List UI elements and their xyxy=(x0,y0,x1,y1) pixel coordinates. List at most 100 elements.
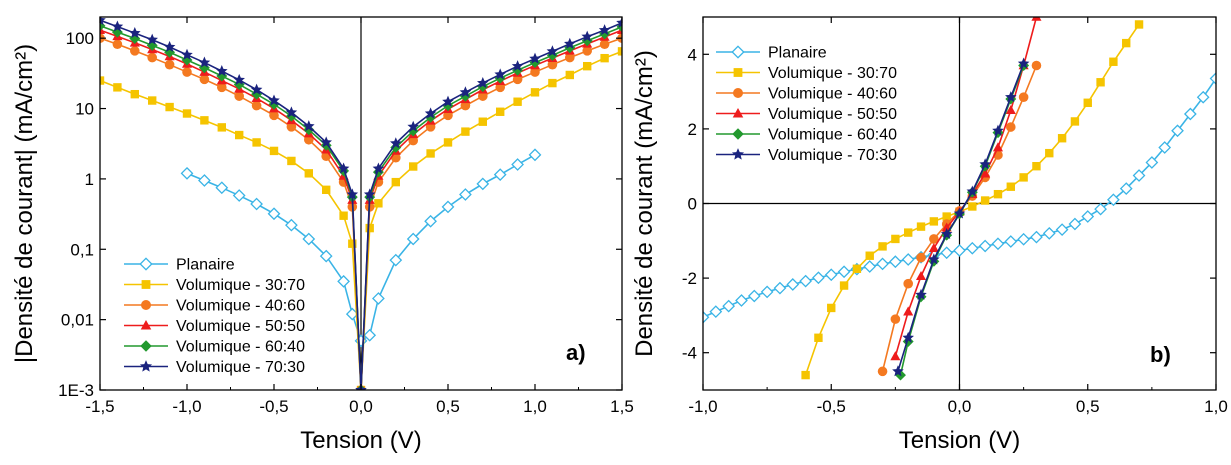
y-tick-label: 1 xyxy=(85,170,94,189)
data-point xyxy=(182,67,192,77)
data-point xyxy=(616,24,622,34)
data-point xyxy=(980,196,990,205)
legend-label: Volumique - 70:30 xyxy=(768,147,897,164)
data-point xyxy=(100,76,105,85)
data-point xyxy=(164,59,175,70)
data-point xyxy=(703,310,710,324)
data-point xyxy=(902,336,914,347)
data-point xyxy=(443,110,453,121)
data-point xyxy=(407,120,419,132)
data-point xyxy=(1068,217,1082,231)
series-line xyxy=(100,29,622,390)
data-point xyxy=(130,89,139,99)
series-6 xyxy=(100,17,622,390)
data-point xyxy=(408,135,419,146)
legend-marker xyxy=(139,360,153,372)
data-point xyxy=(235,130,244,140)
y-tick-label: 2 xyxy=(688,120,697,139)
data-point xyxy=(799,274,812,288)
legend-item: Volumique - 40:60 xyxy=(716,86,897,103)
data-point xyxy=(182,109,192,118)
data-point xyxy=(512,74,523,85)
data-point xyxy=(303,120,315,132)
data-point xyxy=(1032,162,1041,171)
data-point xyxy=(181,48,193,60)
data-point xyxy=(146,33,158,45)
data-point xyxy=(322,185,331,195)
y-tick-label: -2 xyxy=(682,269,697,288)
data-point xyxy=(928,253,940,265)
data-point xyxy=(1158,141,1172,154)
data-point xyxy=(1081,210,1095,223)
data-point xyxy=(337,162,350,174)
data-point xyxy=(953,244,966,257)
legend-label: Planaire xyxy=(176,257,235,274)
x-tick-label: -1,5 xyxy=(85,397,114,416)
data-point xyxy=(940,228,953,240)
data-point xyxy=(217,82,227,93)
legend-item: Volumique - 60:40 xyxy=(124,339,305,356)
data-point xyxy=(966,185,979,197)
data-point xyxy=(424,214,437,228)
legend-marker xyxy=(141,280,151,289)
data-point xyxy=(459,86,472,98)
data-point xyxy=(496,107,505,116)
legend-marker xyxy=(140,340,152,352)
legend-label: Volumique - 70:30 xyxy=(176,359,305,376)
series-2 xyxy=(801,20,1144,380)
data-point xyxy=(1031,60,1042,71)
data-point xyxy=(1045,148,1054,158)
data-point xyxy=(130,46,140,56)
data-point xyxy=(979,158,991,170)
data-point xyxy=(1055,223,1069,236)
data-point xyxy=(890,351,901,361)
data-point xyxy=(198,62,210,74)
data-point xyxy=(111,26,123,38)
legend-item: Volumique - 50:50 xyxy=(124,318,305,335)
data-point xyxy=(250,83,263,95)
x-axis-label: Tension (V) xyxy=(899,427,1020,454)
data-point xyxy=(494,68,506,80)
data-point xyxy=(915,270,927,281)
x-tick-label: -1,0 xyxy=(688,397,717,416)
data-point xyxy=(234,91,244,101)
data-point xyxy=(372,292,385,305)
data-point xyxy=(1094,202,1107,216)
data-point xyxy=(493,168,507,182)
plot-area xyxy=(703,17,1216,381)
data-point xyxy=(888,255,902,269)
y-tick-label: -4 xyxy=(682,344,697,363)
x-tick-label: 0,0 xyxy=(349,397,373,416)
legend-marker xyxy=(732,128,744,140)
data-point xyxy=(1122,38,1131,48)
series-line xyxy=(100,37,622,390)
data-point xyxy=(1031,17,1042,21)
data-point xyxy=(565,70,574,80)
panel-label: a) xyxy=(566,340,586,365)
data-point xyxy=(199,74,210,85)
data-point xyxy=(928,243,939,253)
data-point xyxy=(735,294,748,307)
data-point xyxy=(304,169,313,178)
data-point xyxy=(773,281,787,295)
x-axis-label: Tension (V) xyxy=(300,427,421,454)
data-point xyxy=(217,123,226,132)
plot-area xyxy=(100,17,622,390)
data-point xyxy=(302,232,316,246)
x-tick-label: -1,0 xyxy=(172,397,201,416)
data-point xyxy=(113,83,122,92)
legend-item: Planaire xyxy=(124,257,235,274)
legend-label: Volumique - 50:50 xyxy=(768,106,897,123)
data-point xyxy=(129,33,141,44)
data-point xyxy=(286,122,297,132)
data-point xyxy=(1019,173,1028,182)
series-6 xyxy=(892,57,1030,377)
data-point xyxy=(1004,235,1018,248)
data-point xyxy=(1171,124,1184,138)
data-point xyxy=(546,45,559,57)
data-point xyxy=(252,138,261,147)
data-point xyxy=(903,306,914,316)
data-point xyxy=(617,47,622,56)
series-line xyxy=(100,19,622,390)
legend-item: Planaire xyxy=(716,45,827,62)
